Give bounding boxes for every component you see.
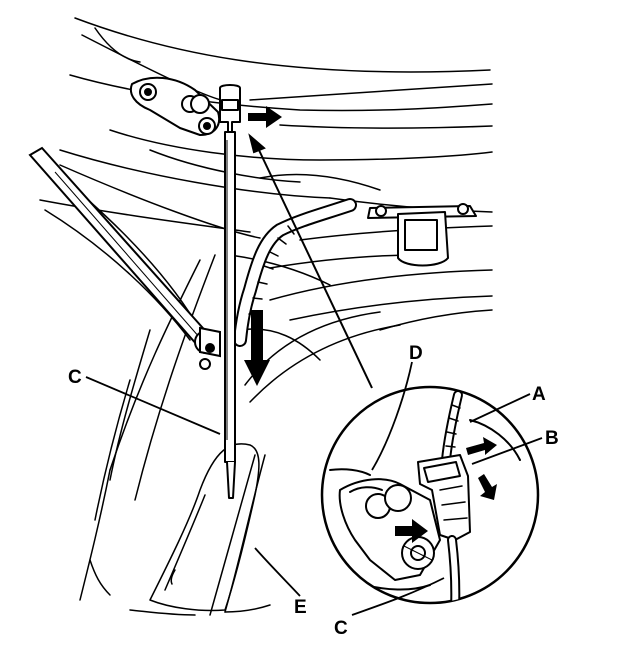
callout-d: D [409, 343, 423, 364]
gas-strut [28, 146, 221, 370]
arrow-down-icon [478, 474, 497, 500]
callout-labels: C D A B E C [68, 343, 559, 639]
callout-b: B [545, 428, 559, 449]
callout-a: A [532, 384, 546, 405]
callout-c-left: C [68, 367, 82, 388]
arrow-right-icon [395, 519, 428, 543]
callout-e: E [294, 597, 307, 618]
support-strut [219, 84, 241, 499]
detail-inset [320, 385, 540, 605]
direction-arrows [244, 106, 282, 386]
detail-pointer [248, 133, 373, 389]
hinge-bracket [130, 76, 220, 136]
latch-striker [367, 203, 477, 267]
arrow-right-icon [248, 106, 282, 128]
callout-c-right: C [334, 618, 348, 639]
arrow-down-icon [244, 310, 270, 386]
callout-leaders [85, 361, 543, 616]
wire-harness [233, 198, 357, 347]
arrow-right-icon [466, 437, 497, 455]
